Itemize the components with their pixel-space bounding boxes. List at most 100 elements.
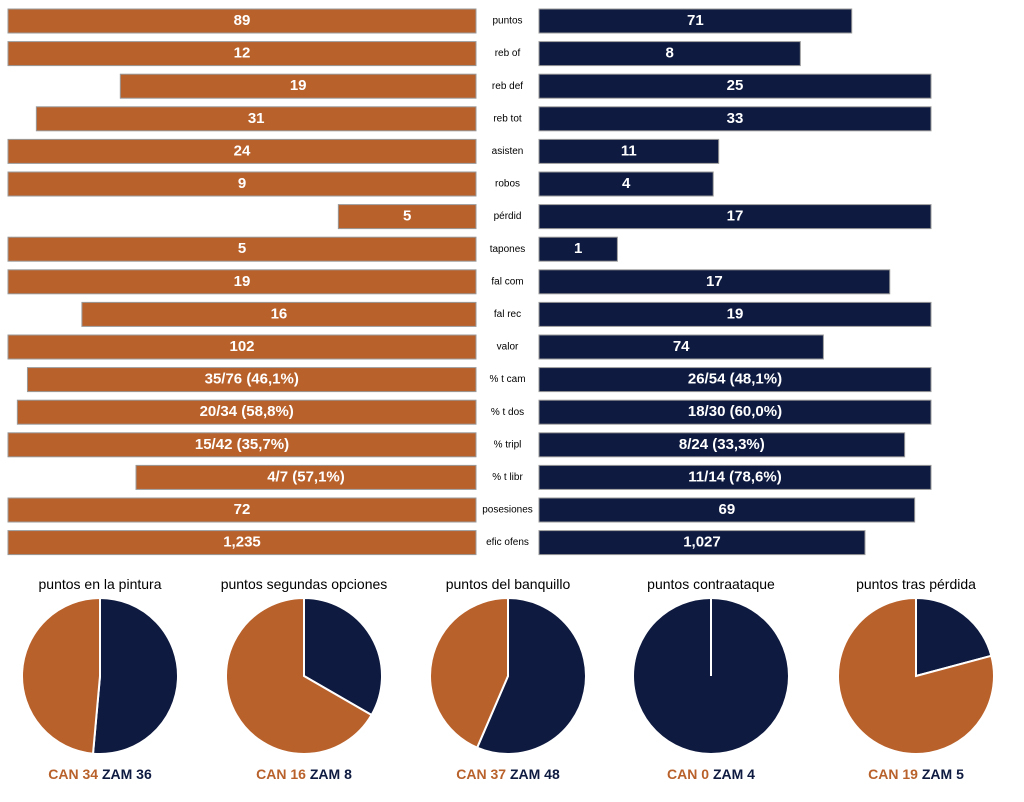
pie-title: puntos segundas opciones (220, 576, 388, 592)
caption-zam-value: 5 (956, 766, 964, 782)
pie-slice-zam (915, 596, 993, 678)
value-label-can-fal-rec: 16 (271, 305, 288, 322)
value-label-zam-fal-rec: 19 (727, 305, 744, 322)
bar-can-robos (7, 171, 477, 197)
bar-zam-valor (538, 334, 824, 360)
value-label-can-reb-tot: 31 (248, 110, 265, 127)
value-label-zam-posesiones: 69 (718, 501, 735, 518)
bar-zam-efic-ofens (538, 530, 866, 556)
stat-label-reb-def: reb def (492, 81, 523, 92)
stat-label-perdid: pérdid (494, 211, 522, 222)
stat-label-t-dos: % t dos (491, 407, 524, 418)
pie-slice-zam (303, 596, 383, 717)
value-label-zam-reb-tot: 33 (727, 110, 744, 127)
caption-can-value: 0 (701, 766, 710, 782)
pie-chart (429, 596, 587, 755)
value-label-can-t-dos: 20/34 (58,8%) (200, 403, 294, 420)
pie-chart (21, 596, 179, 755)
value-label-can-perdid: 5 (403, 208, 411, 225)
bar-can-t-libr (135, 464, 477, 490)
stat-label-t-cam: % t cam (489, 374, 525, 385)
bar-can-t-dos (16, 399, 477, 425)
stat-label-posesiones: posesiones (482, 505, 533, 516)
bar-can-valor (7, 334, 477, 360)
bar-zam-reb-of (538, 41, 801, 67)
caption-can-name: CAN (48, 766, 79, 782)
bar-can-asisten (7, 138, 477, 164)
bar-zam-asisten (538, 138, 720, 164)
value-label-can-t-libr: 4/7 (57,1%) (267, 468, 345, 485)
pie-slice-can (429, 596, 509, 749)
caption-zam-value: 36 (136, 766, 152, 782)
bar-can-tapones (7, 236, 477, 262)
pie-slice-can (21, 596, 101, 755)
bar-can-perdid (337, 204, 477, 230)
pie-block-banquillo: puntos del banquillo CAN 37 ZAM 48 (408, 572, 608, 797)
caption-can-name: CAN (256, 766, 287, 782)
bar-zam-puntos (538, 8, 853, 34)
value-label-zam-robos: 4 (622, 175, 631, 192)
bar-can-fal-rec (81, 301, 477, 327)
value-label-zam-reb-def: 25 (727, 77, 744, 94)
stat-label-tripl: % tripl (494, 439, 522, 450)
pie-caption: CAN 19 ZAM 5 (816, 766, 1016, 782)
bar-can-reb-of (7, 41, 477, 67)
bar-zam-posesiones (538, 497, 916, 523)
pie-title: puntos en la pintura (38, 576, 162, 592)
value-label-zam-valor: 74 (673, 338, 690, 355)
value-label-zam-t-cam: 26/54 (48,1%) (688, 371, 782, 388)
pie-block-segundas: puntos segundas opciones CAN 16 ZAM 8 (204, 572, 404, 797)
value-label-can-valor: 102 (229, 338, 254, 355)
value-label-zam-tapones: 1 (574, 240, 582, 257)
bar-zam-perdid (538, 204, 932, 230)
caption-can-name: CAN (868, 766, 899, 782)
caption-zam-value: 48 (544, 766, 560, 782)
value-label-zam-tripl: 8/24 (33,3%) (679, 436, 765, 453)
pie-slice-zam (475, 596, 587, 755)
pie-chart (837, 596, 995, 755)
pie-chart (632, 597, 790, 755)
stat-label-asisten: asisten (492, 146, 524, 157)
caption-zam-name: ZAM (101, 766, 133, 782)
pie-caption: CAN 37 ZAM 48 (408, 766, 608, 782)
bar-zam-tripl (538, 432, 906, 458)
bar-can-tripl (7, 432, 477, 458)
bar-zam-fal-com (538, 269, 891, 295)
value-label-zam-reb-of: 8 (665, 45, 673, 62)
value-label-can-t-cam: 35/76 (46,1%) (205, 371, 299, 388)
value-label-zam-puntos: 71 (687, 12, 704, 29)
caption-can-value: 34 (82, 766, 99, 782)
bar-zam-tapones (538, 236, 618, 262)
pie-title: puntos del banquillo (445, 576, 571, 592)
caption-can-value: 37 (490, 766, 507, 782)
caption-zam-value: 4 (747, 766, 755, 782)
value-label-zam-t-dos: 18/30 (60,0%) (688, 403, 782, 420)
bar-can-fal-com (7, 269, 477, 295)
value-label-can-posesiones: 72 (234, 501, 251, 518)
pie-block-pintura: puntos en la pintura CAN 34 ZAM 36 (0, 572, 200, 797)
stat-label-robos: robos (495, 179, 520, 190)
pie-slice-can (225, 596, 373, 755)
pie-caption: CAN 0 ZAM 4 (611, 766, 811, 782)
caption-zam-name: ZAM (509, 766, 541, 782)
value-label-zam-fal-com: 17 (706, 273, 723, 290)
stat-label-tapones: tapones (490, 244, 526, 255)
stat-label-reb-of: reb of (495, 48, 521, 59)
bar-zam-t-cam (538, 367, 932, 393)
value-label-can-fal-com: 19 (234, 273, 251, 290)
value-label-can-tapones: 5 (238, 240, 246, 257)
bar-can-efic-ofens (7, 530, 477, 556)
pie-block-contraataque: puntos contraataque CAN 0 ZAM 4 (611, 572, 811, 797)
value-label-can-reb-def: 19 (290, 77, 307, 94)
caption-can-value: 16 (290, 766, 306, 782)
stat-label-fal-rec: fal rec (494, 309, 521, 320)
stat-label-t-libr: % t libr (492, 472, 523, 483)
pie-chart (225, 596, 383, 755)
bar-can-t-cam (26, 367, 477, 393)
stat-label-fal-com: fal com (491, 276, 523, 287)
caption-zam-name: ZAM (921, 766, 953, 782)
caption-can-name: CAN (456, 766, 487, 782)
bar-can-reb-tot (35, 106, 477, 132)
bar-zam-reb-tot (538, 106, 932, 132)
